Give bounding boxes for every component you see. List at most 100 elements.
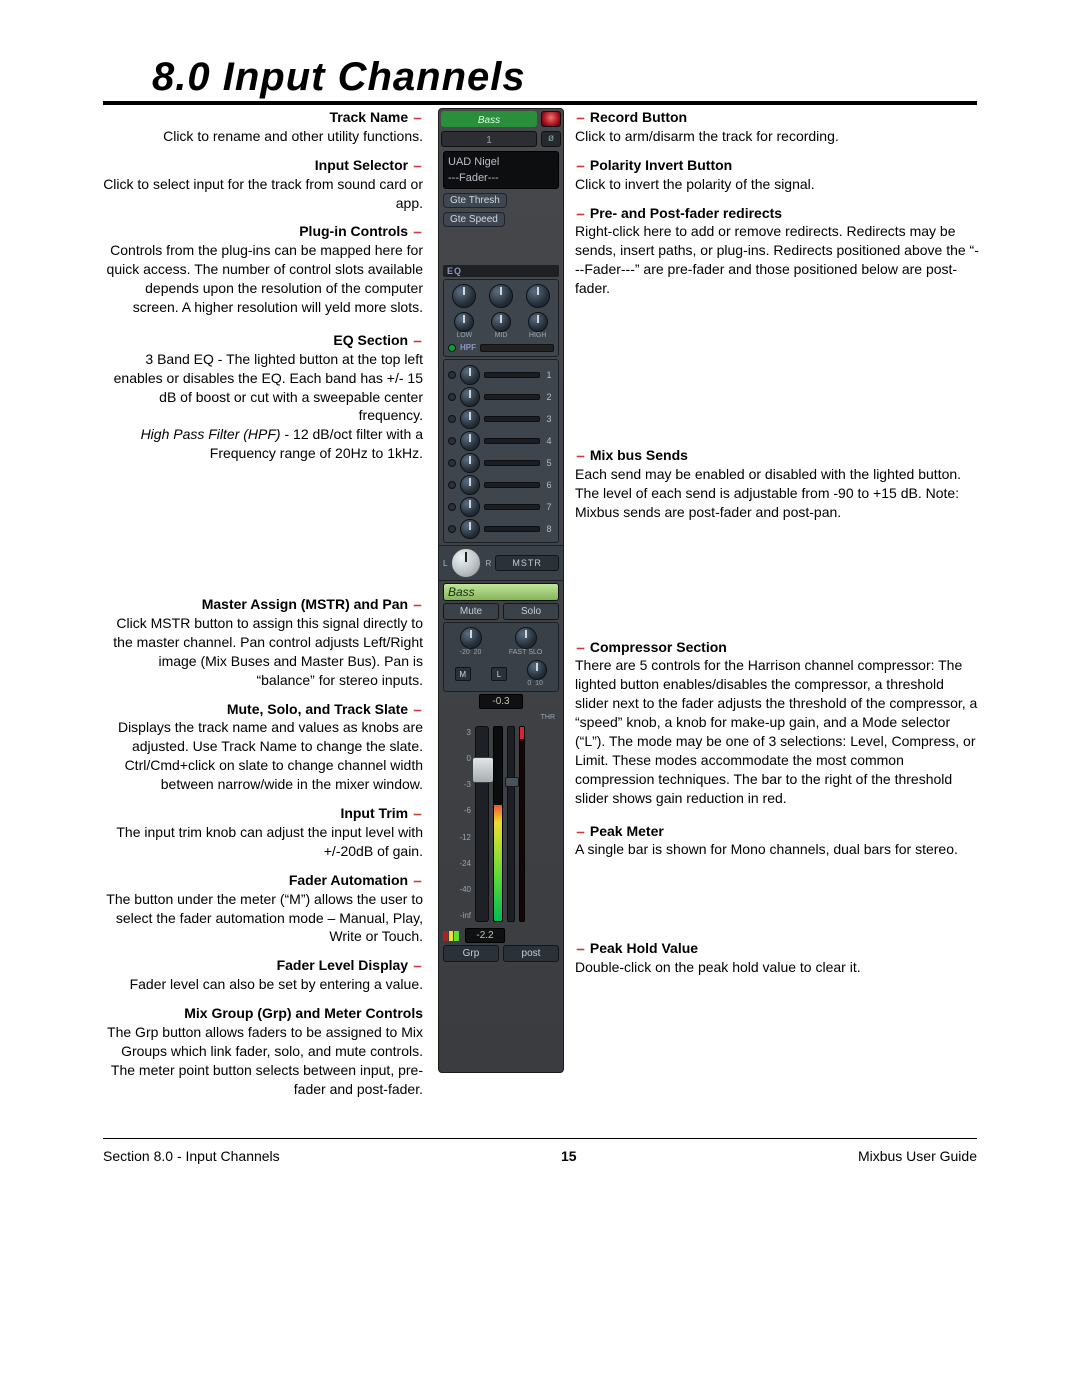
send-8-level[interactable] <box>484 526 540 532</box>
send-8-num: 8 <box>544 524 554 534</box>
send-1-level[interactable] <box>484 372 540 378</box>
mute-button[interactable]: Mute <box>443 603 499 620</box>
comp-mode-button[interactable]: L <box>491 667 507 681</box>
mstr-button[interactable]: MSTR <box>495 555 559 571</box>
send-3-knob[interactable] <box>460 409 480 429</box>
group-button[interactable]: Grp <box>443 945 499 962</box>
send-1-knob[interactable] <box>460 365 480 385</box>
right-annotations: ⎯ Record Button Click to arm/disarm the … <box>575 108 980 987</box>
fader-level-display[interactable]: -0.3 <box>479 694 523 709</box>
eq-high-gain-knob[interactable] <box>526 284 550 308</box>
eq-high-label: HIGH <box>524 332 552 339</box>
page-footer: Section 8.0 - Input Channels 15 Mixbus U… <box>103 1148 977 1164</box>
mstr-pan-desc: Click MSTR button to assign this signal … <box>103 614 423 690</box>
makeup-hi: 10 <box>535 680 543 687</box>
peak-meter-title: Peak Meter <box>590 823 664 839</box>
peak-hold-desc: Double-click on the peak hold value to c… <box>575 958 980 977</box>
redirect-item[interactable]: UAD Nigel <box>448 154 554 170</box>
send-6-num: 6 <box>544 480 554 490</box>
redirects-list[interactable]: UAD Nigel ---Fader--- <box>443 151 559 189</box>
send-4-level[interactable] <box>484 438 540 444</box>
eq-label: EQ <box>443 265 559 277</box>
send-2-enable[interactable] <box>448 393 456 401</box>
send-5-knob[interactable] <box>460 453 480 473</box>
track-name-title: Track Name <box>330 109 409 125</box>
track-name-field[interactable]: Bass <box>441 111 537 127</box>
send-7-enable[interactable] <box>448 503 456 511</box>
compressor-trim-section: -20 20 FAST SLO M L 0 10 <box>443 622 559 692</box>
compressor-desc: There are 5 controls for the Harrison ch… <box>575 656 980 807</box>
eq-low-gain-knob[interactable] <box>452 284 476 308</box>
trim-max: 20 <box>474 649 482 656</box>
trim-min: -20 <box>460 649 470 656</box>
send-3-level[interactable] <box>484 416 540 422</box>
fader[interactable] <box>475 726 489 922</box>
scale-3: -6 <box>464 806 471 815</box>
eq-mid-gain-knob[interactable] <box>489 284 513 308</box>
send-7-level[interactable] <box>484 504 540 510</box>
send-5-num: 5 <box>544 458 554 468</box>
eq-section: LOW MID HIGH HPF <box>443 279 559 357</box>
speed-fast: FAST <box>509 649 527 656</box>
fader-level-title: Fader Level Display <box>277 957 409 973</box>
send-8-enable[interactable] <box>448 525 456 533</box>
plugin-control-1[interactable]: Gte Thresh <box>443 193 507 208</box>
redirects-desc: Right-click here to add or remove redire… <box>575 222 980 298</box>
send-4-enable[interactable] <box>448 437 456 445</box>
send-7-knob[interactable] <box>460 497 480 517</box>
send-6-knob[interactable] <box>460 475 480 495</box>
eq-mid-freq-knob[interactable] <box>491 312 511 332</box>
send-5-level[interactable] <box>484 460 540 466</box>
meter-point-button[interactable]: post <box>503 945 559 962</box>
send-1-enable[interactable] <box>448 371 456 379</box>
speed-slo: SLO <box>528 649 542 656</box>
thr-cap[interactable] <box>505 777 519 787</box>
comp-speed-knob[interactable] <box>515 627 537 649</box>
input-trim-desc: The input trim knob can adjust the input… <box>103 823 423 861</box>
plugin-control-2[interactable]: Gte Speed <box>443 212 505 227</box>
polarity-button[interactable]: ø <box>541 131 561 147</box>
track-slate[interactable]: Bass <box>443 583 559 601</box>
fader-level-desc: Fader level can also be set by entering … <box>103 975 423 994</box>
peak-hold-display[interactable]: -2.2 <box>465 928 505 943</box>
peak-meter <box>493 726 503 922</box>
send-4-num: 4 <box>544 436 554 446</box>
thr-label: THR <box>541 714 555 721</box>
pan-knob[interactable] <box>451 548 481 578</box>
pan-r-label: R <box>485 559 491 568</box>
sends-section: 1 2 3 4 5 6 7 8 <box>443 359 559 543</box>
grp-meter-desc: The Grp button allows faders to be assig… <box>103 1023 423 1099</box>
comp-threshold-slider[interactable] <box>507 726 515 922</box>
left-annotations: Track Name ⎯ Click to rename and other u… <box>103 108 423 1109</box>
send-6-level[interactable] <box>484 482 540 488</box>
scale-6: -40 <box>459 885 471 894</box>
eq-high-freq-knob[interactable] <box>528 312 548 332</box>
sends-desc: Each send may be enabled or disabled wit… <box>575 465 980 522</box>
send-4-knob[interactable] <box>460 431 480 451</box>
input-selector[interactable]: 1 <box>441 131 537 147</box>
channel-strip: Bass 1 ø UAD Nigel ---Fader--- Gte Thres… <box>438 108 564 1073</box>
send-6-enable[interactable] <box>448 481 456 489</box>
slate-title: Mute, Solo, and Track Slate <box>227 701 408 717</box>
input-trim-knob[interactable] <box>460 627 482 649</box>
makeup-gain-knob[interactable] <box>527 660 547 680</box>
hpf-enable[interactable] <box>448 344 456 352</box>
send-2-knob[interactable] <box>460 387 480 407</box>
fader-cap[interactable] <box>472 757 494 783</box>
gain-reduction-meter <box>519 726 525 922</box>
eq-low-freq-knob[interactable] <box>454 312 474 332</box>
send-1-num: 1 <box>544 370 554 380</box>
makeup-lo: 0 <box>527 680 531 687</box>
page-heading: 8.0 Input Channels <box>152 55 526 100</box>
plugin-controls-title: Plug-in Controls <box>299 223 408 239</box>
solo-button[interactable]: Solo <box>503 603 559 620</box>
hpf-slider[interactable] <box>480 344 554 352</box>
hpf-sub-italic: High Pass Filter (HPF) <box>141 426 281 442</box>
scale-0: 3 <box>467 728 471 737</box>
send-8-knob[interactable] <box>460 519 480 539</box>
send-2-level[interactable] <box>484 394 540 400</box>
record-button[interactable] <box>541 111 561 127</box>
send-5-enable[interactable] <box>448 459 456 467</box>
fader-auto-mode-button[interactable]: M <box>455 667 471 681</box>
send-3-enable[interactable] <box>448 415 456 423</box>
